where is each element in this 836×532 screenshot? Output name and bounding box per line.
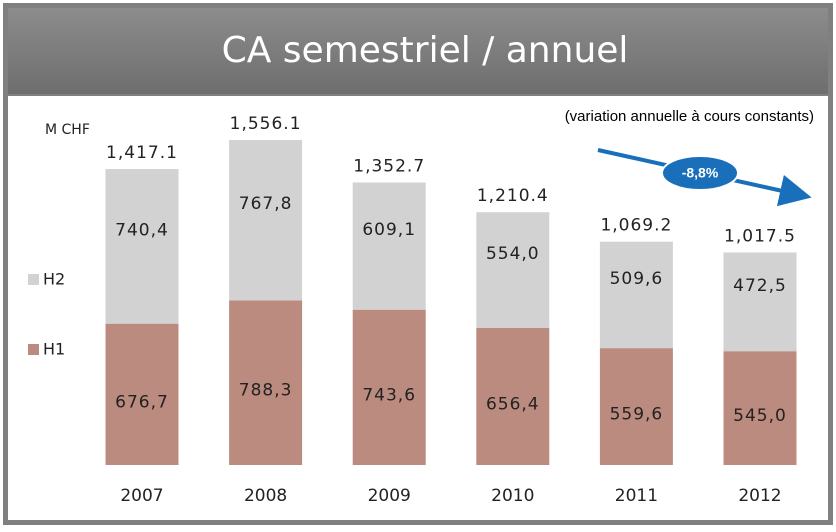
x-tick-label: 2007 [120,486,163,506]
legend-label: H1 [43,340,65,359]
value-label: 656,4 [486,394,540,414]
x-tick-label: 2008 [244,486,287,506]
total-label: 1,069.2 [600,216,672,236]
bar-segment [229,300,303,465]
bar-segment [352,309,426,465]
value-label: 676,7 [115,392,169,412]
legend-swatch [28,274,39,285]
bar-segment [723,351,797,465]
value-label: 609,1 [362,220,416,240]
bar-segment [476,327,550,465]
legend-swatch [28,344,39,355]
value-label: 472,5 [733,276,787,296]
bar-segment [599,241,673,349]
unit-label: M CHF [45,122,90,138]
x-tick-label: 2012 [738,486,781,506]
subtitle: (variation annuelle à cours constants) [565,108,814,125]
value-label: 554,0 [486,244,540,264]
legend-label: H2 [43,270,65,289]
value-label: 743,6 [362,385,416,405]
bar-segment [352,182,426,310]
title-bar [8,8,828,94]
bar-segment [229,140,303,301]
value-label: 559,6 [610,405,664,425]
total-label: 1,417.1 [106,143,178,163]
value-label: 740,4 [115,220,169,240]
bar-segment [105,169,179,324]
bar-segment [476,212,550,328]
total-label: 1,556.1 [230,114,302,134]
bar-segment [599,348,673,465]
x-tick-label: 2011 [615,486,658,506]
value-label: 788,3 [239,381,293,401]
value-label: 509,6 [610,269,664,289]
chart-title: CA semestriel / annuel [222,30,629,71]
value-label: 767,8 [239,194,293,214]
x-tick-label: 2010 [491,486,534,506]
total-label: 1,210.4 [477,186,549,206]
total-label: 1,352.7 [353,156,425,176]
annotation: -8,8% [682,165,719,181]
bar-segment [723,252,797,352]
value-label: 545,0 [733,406,787,426]
annotation-badge [661,155,739,191]
bar-segment [105,323,179,465]
x-tick-label: 2009 [368,486,411,506]
total-label: 1,017.5 [724,226,796,246]
